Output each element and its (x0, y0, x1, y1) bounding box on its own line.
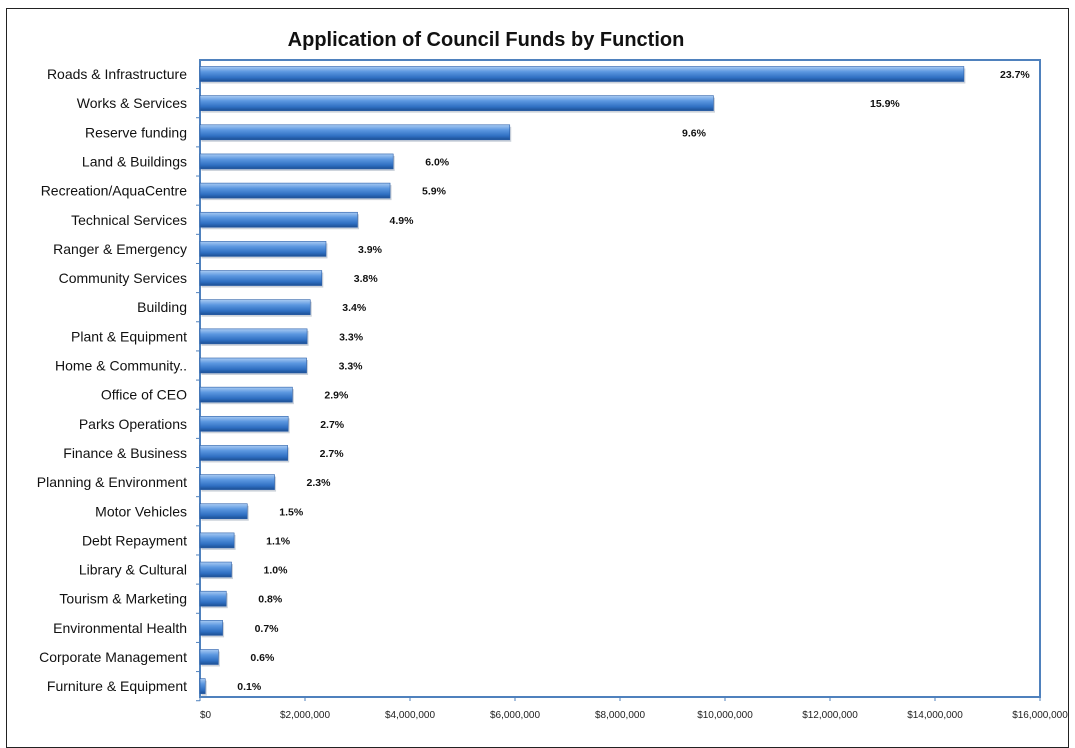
data-label: 2.3% (307, 477, 332, 489)
bar (199, 474, 275, 490)
category-label: Community Services (59, 270, 187, 286)
category-label: Environmental Health (53, 620, 187, 636)
bar (199, 678, 206, 694)
bar (199, 270, 323, 286)
chart-title: Application of Council Funds by Function (288, 29, 685, 51)
bar (199, 328, 308, 345)
bar (199, 211, 358, 228)
category-label: Home & Community.. (55, 358, 187, 374)
category-label: Corporate Management (39, 649, 187, 665)
bar (199, 95, 714, 111)
data-label: 5.9% (422, 186, 447, 198)
data-label: 4.9% (390, 215, 415, 227)
data-label: 0.1% (237, 681, 262, 693)
bar (199, 66, 965, 82)
x-tick-label: $4,000,000 (385, 710, 435, 721)
category-label: Roads & Infrastructure (47, 66, 187, 82)
category-label: Planning & Environment (37, 474, 187, 490)
category-label: Works & Services (77, 95, 187, 111)
category-label: Tourism & Marketing (59, 591, 187, 607)
category-label: Parks Operations (79, 416, 187, 432)
category-label: Motor Vehicles (95, 503, 187, 519)
x-tick-label: $2,000,000 (280, 710, 330, 721)
data-label: 1.5% (279, 506, 304, 518)
data-label: 2.7% (320, 419, 345, 431)
data-label: 6.0% (425, 156, 450, 168)
bar (199, 299, 311, 316)
x-tick-label: $10,000,000 (697, 710, 753, 721)
data-label: 0.8% (258, 594, 283, 606)
category-label: Ranger & Emergency (53, 241, 187, 257)
category-label: Reserve funding (85, 124, 187, 140)
category-label: Recreation/AquaCentre (41, 183, 188, 199)
data-label: 3.3% (339, 331, 364, 343)
data-label: 3.4% (342, 302, 367, 314)
data-label: 0.6% (250, 652, 275, 664)
bar-chart: Application of Council Funds by Function… (37, 29, 1068, 721)
bar (199, 561, 232, 578)
data-label: 3.3% (339, 361, 364, 373)
data-label: 23.7% (1000, 69, 1030, 81)
data-label: 2.7% (320, 448, 345, 460)
x-tick-label: $6,000,000 (490, 710, 540, 721)
x-tick-label: $0 (200, 710, 212, 721)
x-tick-label: $14,000,000 (907, 710, 963, 721)
data-label: 1.0% (264, 565, 289, 577)
category-label: Building (137, 299, 187, 315)
bar (199, 503, 248, 520)
x-tick-label: $16,000,000 (1012, 710, 1068, 721)
bar (199, 182, 391, 199)
category-label: Technical Services (71, 212, 187, 228)
category-label: Land & Buildings (82, 153, 187, 169)
data-label: 2.9% (324, 390, 349, 402)
bar (199, 415, 289, 432)
data-label: 1.1% (266, 535, 291, 547)
bar (199, 386, 293, 403)
category-label: Office of CEO (101, 387, 187, 403)
data-label: 3.8% (354, 273, 379, 285)
data-label: 15.9% (870, 98, 900, 110)
data-label: 0.7% (255, 623, 280, 635)
x-tick-label: $8,000,000 (595, 710, 645, 721)
bar (199, 590, 227, 607)
bar (199, 532, 235, 549)
bar (199, 445, 288, 461)
category-label: Plant & Equipment (71, 328, 187, 344)
bar (199, 357, 307, 374)
category-label: Debt Repayment (82, 532, 187, 548)
bar (199, 124, 511, 141)
category-label: Finance & Business (63, 445, 187, 461)
category-label: Library & Cultural (79, 562, 187, 578)
category-label: Furniture & Equipment (47, 678, 187, 694)
bar (199, 153, 394, 170)
x-tick-label: $12,000,000 (802, 710, 858, 721)
data-label: 3.9% (358, 244, 383, 256)
data-label: 9.6% (682, 127, 707, 139)
bar (199, 620, 223, 636)
bar (199, 241, 327, 257)
bar (199, 649, 219, 665)
